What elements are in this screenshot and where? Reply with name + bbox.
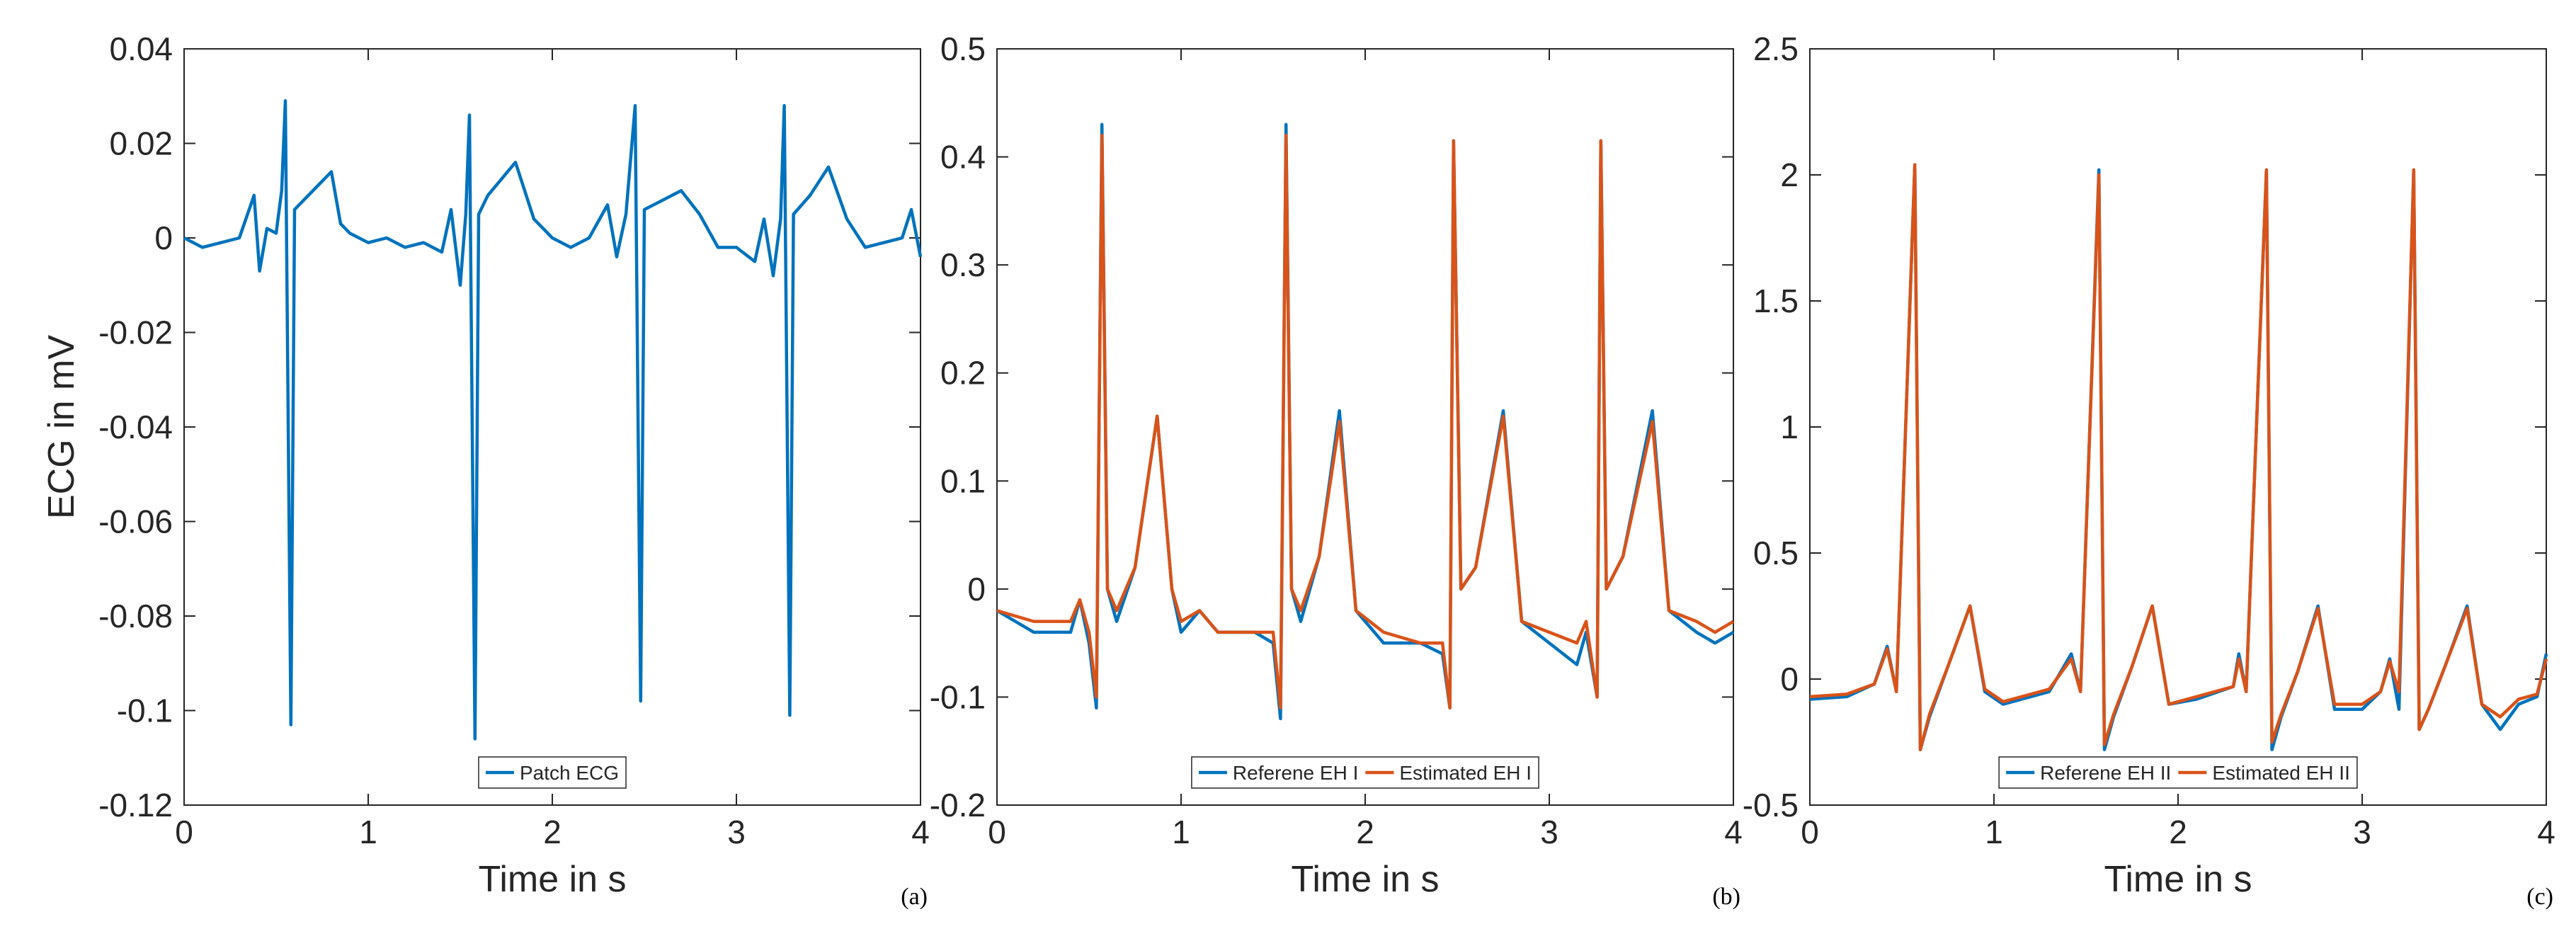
legend-box <box>1998 756 2358 789</box>
x-axis-label: Time in s <box>2104 859 2252 900</box>
panel: 0 1 2 3 4 -0.12 -0.1 -0.08 -0.06 -0.04 -0.02 0 0.02 0… <box>41 30 930 910</box>
x-tick-label: 3 <box>1540 814 1558 850</box>
y-tick-label: 2 <box>1780 156 1799 193</box>
legend-label: Estimated EH I <box>1399 762 1532 784</box>
series-line <box>996 133 1735 709</box>
x-tick-label: 1 <box>1985 814 2003 850</box>
y-tick-label: 2.5 <box>1753 30 1799 67</box>
y-tick-label: -0.02 <box>98 314 173 351</box>
series-line <box>183 99 923 741</box>
legend-box <box>1191 756 1539 789</box>
legend: Patch ECG <box>478 756 627 789</box>
axes-frame <box>996 48 1734 806</box>
legend: Referene EH I Estimated EH I <box>1191 756 1539 789</box>
x-tick-label: 0 <box>175 814 193 850</box>
x-tick-label: 4 <box>1724 814 1743 850</box>
y-tick-label: 0.2 <box>940 355 986 392</box>
series-line <box>1809 163 2548 751</box>
y-tick-label: 0 <box>154 220 173 256</box>
axes-frame <box>1809 48 2547 806</box>
y-axis-label: ECG in mV <box>41 335 82 519</box>
x-tick-label: 1 <box>359 814 377 850</box>
y-tick-label: -0.04 <box>98 409 173 445</box>
x-tick-label: 2 <box>1356 814 1374 850</box>
y-tick-label: 0.5 <box>1753 535 1799 571</box>
axes-frame <box>183 48 921 806</box>
panel: 0 1 2 3 4 -0.2 -0.1 0 0.1 0.2 0.3 0.4 0.5 Time in s (b… <box>930 30 1743 910</box>
y-tick-label: 0.3 <box>940 246 986 283</box>
x-axis-label: Time in s <box>479 859 627 900</box>
y-tick-label: 0 <box>967 571 986 608</box>
x-axis-label: Time in s <box>1292 859 1440 900</box>
y-tick-label: -0.2 <box>930 787 986 823</box>
x-tick-label: 2 <box>2169 814 2187 850</box>
y-tick-label: 0.5 <box>940 30 986 67</box>
y-tick-label: -0.12 <box>98 787 173 823</box>
y-tick-label: -0.1 <box>117 693 173 729</box>
panel-label: (a) <box>901 884 928 910</box>
legend-label: Patch ECG <box>520 762 619 784</box>
x-tick-label: 3 <box>727 814 746 850</box>
legend: Referene EH II Estimated EH II <box>1998 756 2358 789</box>
x-tick-label: 3 <box>2353 814 2371 850</box>
y-tick-label: 0.04 <box>109 30 173 67</box>
panel-label: (c) <box>2526 884 2553 910</box>
y-tick-label: -0.08 <box>98 598 173 634</box>
y-tick-label: 0.02 <box>109 125 173 162</box>
y-tick-label: 1.5 <box>1753 283 1799 319</box>
x-tick-label: 2 <box>543 814 562 850</box>
panel-label: (b) <box>1712 884 1740 910</box>
x-tick-label: 0 <box>988 814 1006 850</box>
x-tick-label: 1 <box>1172 814 1190 850</box>
y-tick-label: 0.1 <box>940 462 986 499</box>
y-tick-label: 1 <box>1780 409 1799 445</box>
y-tick-label: -0.06 <box>98 503 173 540</box>
legend-label: Referene EH II <box>2040 762 2171 784</box>
y-tick-label: -0.1 <box>930 678 986 715</box>
x-tick-label: 0 <box>1801 814 1819 850</box>
x-tick-label: 4 <box>2537 814 2555 850</box>
y-tick-label: 0 <box>1780 661 1799 697</box>
legend-label: Referene EH I <box>1233 762 1358 784</box>
x-tick-label: 4 <box>911 814 930 850</box>
legend-label: Estimated EH II <box>2212 762 2350 784</box>
y-tick-label: -0.5 <box>1743 787 1799 823</box>
y-tick-label: 0.4 <box>940 139 986 176</box>
